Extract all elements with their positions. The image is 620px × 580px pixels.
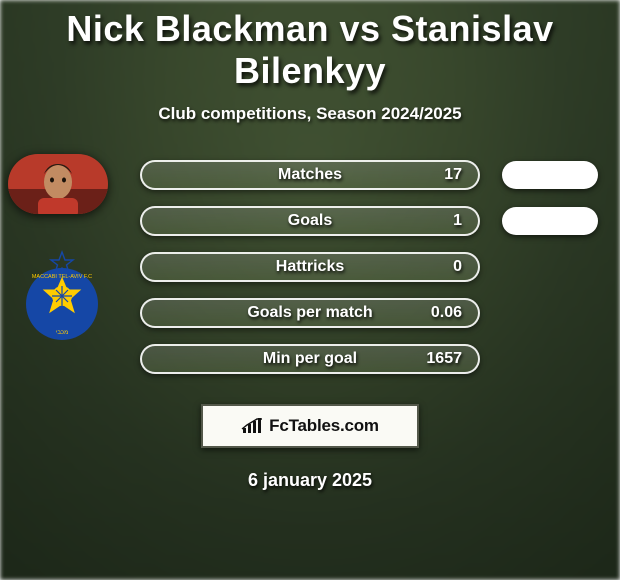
stat-pill-goals: Goals 1 <box>140 206 480 236</box>
chart-icon <box>241 417 263 435</box>
stat-label: Goals per match <box>247 304 372 322</box>
stats-container: MACCABI TEL-AVIV F.C מכבי Matches 17 <box>0 152 620 382</box>
blank-oval <box>502 161 598 189</box>
stat-value: 1 <box>453 212 462 230</box>
stat-label: Min per goal <box>263 350 357 368</box>
stat-row: Min per goal 1657 <box>0 336 620 382</box>
right-col <box>480 207 620 235</box>
svg-text:מכבי: מכבי <box>56 330 68 336</box>
blank-oval <box>502 207 598 235</box>
page-subtitle: Club competitions, Season 2024/2025 <box>0 104 620 124</box>
stat-value: 0.06 <box>431 304 462 322</box>
stat-label: Goals <box>288 212 332 230</box>
stat-label: Matches <box>278 166 342 184</box>
club-badge: MACCABI TEL-AVIV F.C מכבי <box>16 250 108 342</box>
stat-pill-matches: Matches 17 <box>140 160 480 190</box>
page-title: Nick Blackman vs Stanislav Bilenkyy <box>0 8 620 92</box>
stat-pill-gpm: Goals per match 0.06 <box>140 298 480 328</box>
date-text: 6 january 2025 <box>0 470 620 491</box>
stat-value: 1657 <box>426 350 462 368</box>
stat-value: 0 <box>453 258 462 276</box>
right-col <box>480 161 620 189</box>
stat-pill-hattricks: Hattricks 0 <box>140 252 480 282</box>
player-photo <box>8 154 108 214</box>
stat-value: 17 <box>444 166 462 184</box>
logo-text: FcTables.com <box>269 416 379 436</box>
logo-box: FcTables.com <box>201 404 419 448</box>
content: Nick Blackman vs Stanislav Bilenkyy Club… <box>0 0 620 491</box>
stat-label: Hattricks <box>276 258 344 276</box>
stat-pill-mpg: Min per goal 1657 <box>140 344 480 374</box>
